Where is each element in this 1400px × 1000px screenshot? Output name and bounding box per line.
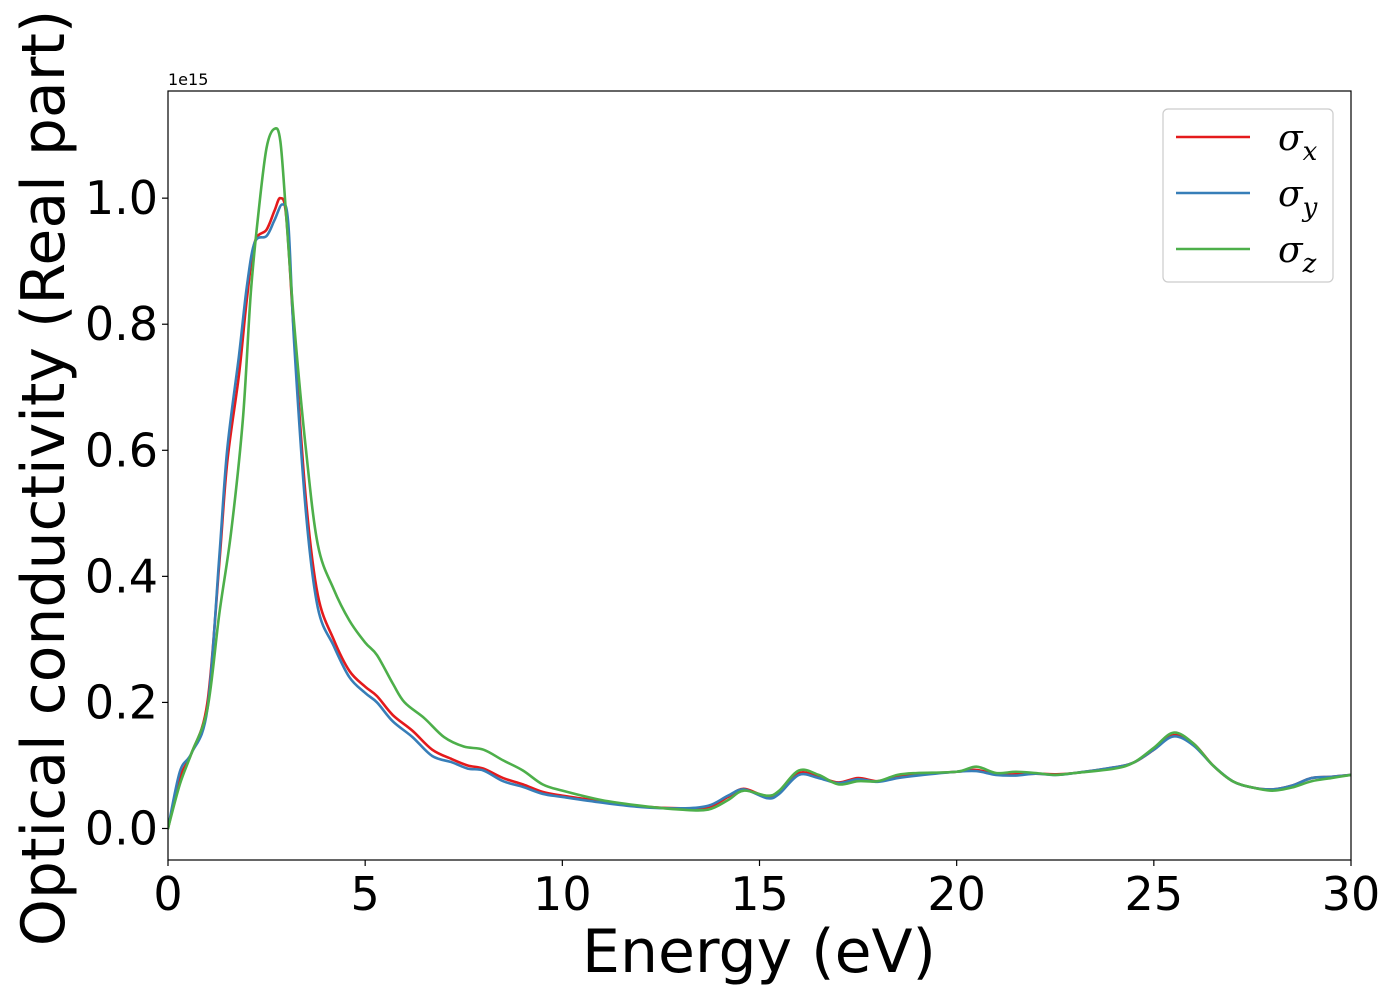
- x-axis-label: Energy (eV): [582, 917, 936, 987]
- legend-frame: [1162, 108, 1334, 283]
- legend-label-y: σy: [1278, 174, 1318, 223]
- legend-label-subscript: y: [1302, 193, 1318, 223]
- legend-label-subscript: z: [1302, 249, 1317, 279]
- y-axis-label: Optical conductivity (Real part): [9, 10, 79, 947]
- legend-label-base: σ: [1278, 118, 1304, 159]
- y-tick-label: 0.8: [85, 297, 158, 351]
- series-layer: [168, 127, 1351, 830]
- x-tick-label: 25: [1125, 867, 1184, 921]
- y-tick-label: 0.0: [85, 801, 158, 855]
- series-line-z: [168, 127, 1351, 830]
- x-tick-label: 15: [730, 867, 789, 921]
- y-tick-label: 0.2: [85, 675, 158, 729]
- y-tick-label: 1.0: [85, 171, 158, 225]
- y-tick-label: 0.4: [85, 549, 158, 603]
- x-tick-label: 0: [153, 867, 182, 921]
- x-axis-ticks: 0 5 10 15 20 25 30: [153, 860, 1380, 921]
- y-offset-label: 1e15: [168, 70, 208, 89]
- x-tick-label: 20: [927, 867, 986, 921]
- y-tick-label: 0.6: [85, 423, 158, 477]
- x-tick-label: 10: [533, 867, 592, 921]
- legend-label-subscript: x: [1303, 137, 1318, 167]
- legend-label-base: σ: [1278, 174, 1304, 215]
- x-tick-label: 30: [1322, 867, 1381, 921]
- legend-label-z: σz: [1278, 230, 1317, 279]
- x-tick-label: 5: [351, 867, 380, 921]
- legend-label-x: σx: [1278, 118, 1318, 167]
- legend-label-base: σ: [1278, 230, 1304, 271]
- y-axis-ticks: 0.0 0.2 0.4 0.6 0.8 1.0: [85, 171, 168, 855]
